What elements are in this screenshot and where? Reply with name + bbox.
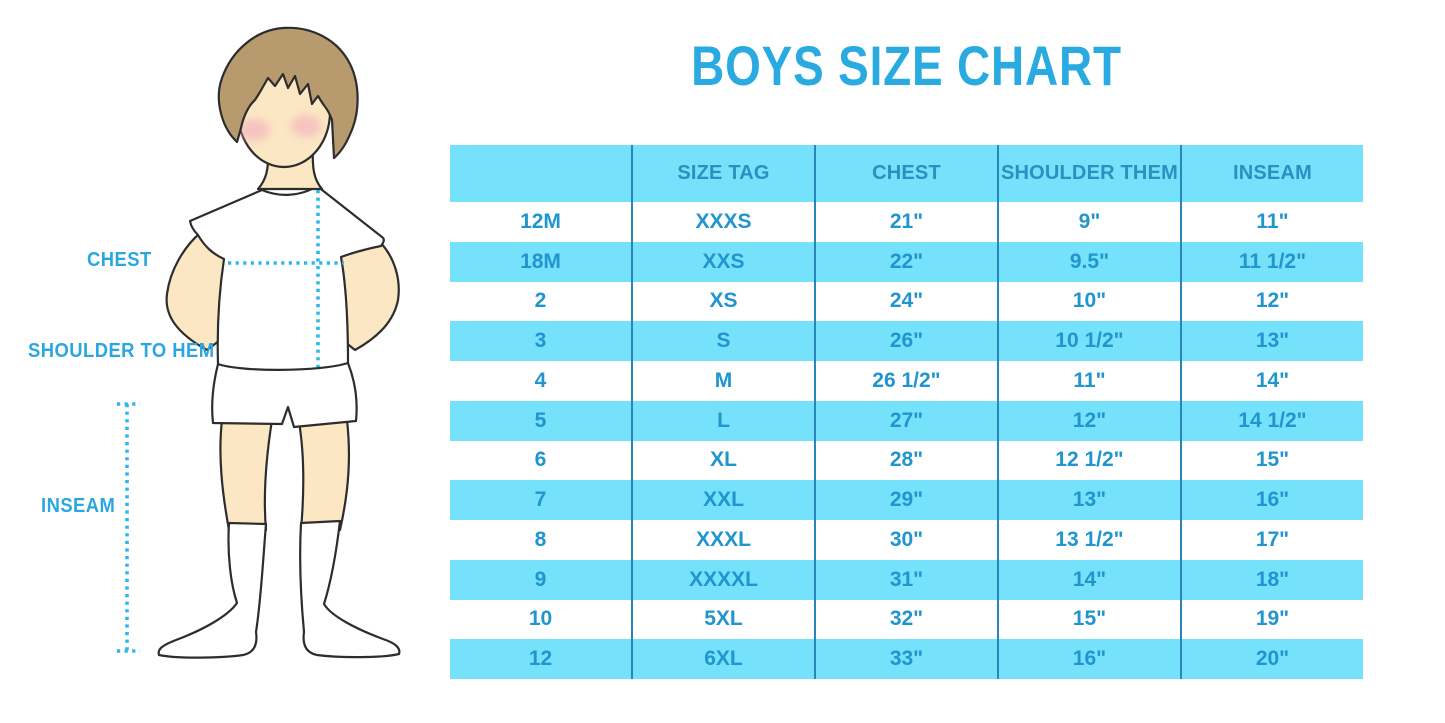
table-cell: 5 [450,400,632,441]
table-cell: 26" [813,321,998,361]
table-cell: 12 [450,639,632,679]
table-cell: 9.5" [996,241,1181,282]
table-cell: 13 1/2" [996,520,1181,560]
table-cell: 26 1/2" [813,361,998,401]
table-row: 12 6XL 33" 16" 20" [450,639,1363,679]
left-arm [165,231,230,352]
table-cell: 14" [1179,361,1363,401]
shoulder-to-hem-label: SHOULDER TO HEM [28,340,215,362]
table-cell: XXS [631,241,815,282]
table-cell: 30" [813,520,998,560]
table-cell: 9" [996,202,1181,242]
right-leg [297,418,351,532]
table-cell: 13" [996,480,1181,520]
table-cell: XXL [631,480,815,520]
table-cell: M [631,361,815,401]
left-cheek [238,119,270,141]
table-row: 10 5XL 32" 15" 19" [450,599,1363,640]
table-cell: 28" [813,440,998,481]
table-cell: 12 1/2" [996,440,1181,481]
table-cell: 24" [813,281,998,322]
table-cell: 8 [534,527,547,551]
table-cell: 6 [534,448,547,472]
table-cell: 3 [450,321,632,361]
table-cell: 29" [813,480,998,520]
table-row: 18M XXS 22" 9.5" 11 1/2" [450,241,1363,282]
table-cell: 5XL [631,599,815,640]
left-sock [157,521,268,659]
column-header-size-tag: SIZE TAG [631,145,815,202]
table-cell: 16" [1179,480,1363,520]
table-cell: 6XL [631,639,815,679]
left-leg [219,418,274,532]
table-cell: 4 [534,368,547,392]
column-header-blank [450,145,632,202]
boy-figure-illustration [117,26,401,659]
table-cell: XS [631,281,815,322]
inseam-measure-line [117,402,140,653]
table-cell: 11" [996,361,1181,401]
table-cell: 7 [450,480,632,520]
table-cell: 12" [1179,281,1363,322]
table-cell: 10 1/2" [996,321,1181,361]
shorts [211,361,358,429]
table-cell: XXXXL [631,559,815,600]
table-cell: 12M [520,209,561,233]
column-header-shoulder-them: SHOULDER THEM [996,145,1181,202]
table-row: 12M XXXS 21" 9" 11" [450,202,1363,242]
table-cell: 15" [1179,440,1363,481]
table-cell: 14" [996,559,1181,600]
table-cell: 31" [813,559,998,600]
table-row: 6 XL 28" 12 1/2" 15" [450,440,1363,481]
table-cell: 18M [450,241,632,282]
table-cell: 11" [1179,202,1363,242]
table-row: 3 S 26" 10 1/2" 13" [450,321,1363,361]
table-cell: 22" [813,241,998,282]
table-cell: 13" [1179,321,1363,361]
table-cell: 10" [996,281,1181,322]
table-cell: 17" [1179,520,1363,560]
table-cell: 19" [1179,599,1363,640]
table-cell: 32" [813,599,998,640]
table-row: 7 XXL 29" 13" 16" [450,480,1363,520]
inseam-label: INSEAM [41,495,116,517]
table-cell: XXXS [631,202,815,242]
hair [217,26,359,160]
table-cell: 16" [996,639,1181,679]
shirt [188,184,385,371]
table-cell: 11 1/2" [1179,241,1363,282]
column-header-inseam: INSEAM [1179,145,1363,202]
table-cell: 2 [534,289,547,313]
table-cell: L [631,400,815,441]
table-cell: 27" [813,400,998,441]
table-cell: 9 [450,559,632,600]
table-cell: 18" [1179,559,1363,600]
size-table-body: 12M XXXS 21" 9" 11" 18M XXS 22" 9.5" 11 1/2" 2 XS 24… [450,202,1363,679]
table-cell: 12" [996,400,1181,441]
table-row: 5 L 27" 12" 14 1/2" [450,400,1363,441]
right-sock [299,519,401,659]
right-cheek [291,115,321,137]
table-cell: 21" [813,202,998,242]
size-table: SIZE TAG CHEST SHOULDER THEM INSEAM 12M X… [450,145,1363,679]
table-cell: 15" [996,599,1181,640]
right-arm [333,240,400,352]
table-cell: XXXL [631,520,815,560]
chest-label: CHEST [87,249,152,271]
table-cell: S [631,321,815,361]
column-header-chest: CHEST [813,145,998,202]
table-cell: 33" [813,639,998,679]
table-cell: 20" [1179,639,1363,679]
table-row: 2 XS 24" 10" 12" [450,281,1363,322]
table-cell: 10 [528,607,553,631]
table-row: 9 XXXXL 31" 14" 18" [450,559,1363,600]
table-row: 4 M 26 1/2" 11" 14" [450,361,1363,401]
table-cell: 14 1/2" [1179,400,1363,441]
table-row: 8 XXXL 30" 13 1/2" 17" [450,520,1363,560]
table-cell: XL [631,440,815,481]
table-header-row: SIZE TAG CHEST SHOULDER THEM INSEAM [450,145,1363,202]
page-title: BOYS SIZE CHART [691,34,1122,97]
